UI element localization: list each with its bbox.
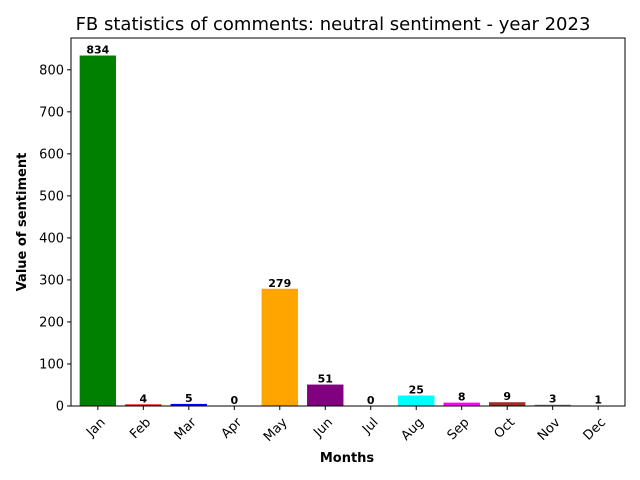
bar-feb	[125, 404, 162, 406]
bar-value-label-may: 279	[268, 277, 291, 290]
bar-value-label-mar: 5	[185, 392, 193, 405]
x-axis-label: Months	[320, 451, 375, 466]
bar-jan	[79, 55, 117, 407]
x-tick-label-dec: Dec	[581, 415, 609, 443]
x-tick-label-jan: Jan	[83, 415, 108, 440]
x-tick-label-apr: Apr	[219, 415, 246, 442]
y-tick-label: 400	[39, 231, 64, 246]
bar-value-label-dec: 1	[594, 394, 602, 407]
y-tick-label: 0	[56, 400, 64, 415]
bar-mar	[170, 403, 207, 406]
x-axis-ticks: Jan Feb Mar Apr May Jun Jul Aug Sep Oct Nov Dec	[83, 406, 609, 445]
bar-value-label-jun: 51	[318, 373, 333, 386]
bar-aug	[398, 395, 435, 406]
x-tick-label-mar: Mar	[172, 415, 200, 443]
y-tick-label: 800	[39, 63, 64, 78]
bar-oct	[489, 402, 526, 406]
x-tick-label-oct: Oct	[492, 415, 519, 442]
y-tick-label: 100	[39, 357, 64, 372]
bar-value-label-jul: 0	[367, 394, 375, 407]
y-axis-ticks: 0 100 200 300 400 500 600 700 800	[39, 63, 71, 415]
bars-group	[79, 55, 617, 407]
y-axis-label: Value of sentiment	[15, 153, 30, 292]
bar-value-label-aug: 25	[409, 383, 424, 396]
bar-nov	[534, 404, 571, 406]
bar-may	[261, 288, 298, 406]
x-tick-label-sep: Sep	[445, 415, 473, 443]
bar-value-label-apr: 0	[230, 394, 238, 407]
bar-value-label-jan: 834	[86, 44, 109, 57]
bar-value-label-sep: 8	[458, 391, 466, 404]
x-tick-label-nov: Nov	[535, 415, 564, 444]
x-tick-label-may: May	[261, 415, 291, 445]
x-tick-label-feb: Feb	[127, 415, 154, 442]
x-tick-label-jul: Jul	[359, 415, 381, 437]
plot-area-frame	[70, 37, 626, 407]
y-tick-label: 700	[39, 105, 64, 120]
bar-labels-group: 834 4 5 0 279 51 0 25 8 9 3 1	[86, 44, 602, 407]
y-tick-label: 300	[39, 273, 64, 288]
bar-value-label-feb: 4	[139, 392, 147, 405]
x-tick-label-jun: Jun	[310, 415, 336, 441]
bar-jun	[307, 384, 344, 406]
bar-value-label-oct: 9	[503, 390, 511, 403]
y-tick-label: 600	[39, 147, 64, 162]
x-tick-label-aug: Aug	[398, 415, 427, 444]
y-tick-label: 500	[39, 189, 64, 204]
chart-title: FB statistics of comments: neutral senti…	[76, 14, 591, 35]
y-tick-label: 200	[39, 315, 64, 330]
bar-sep	[443, 402, 480, 406]
bar-value-label-nov: 3	[549, 393, 557, 406]
